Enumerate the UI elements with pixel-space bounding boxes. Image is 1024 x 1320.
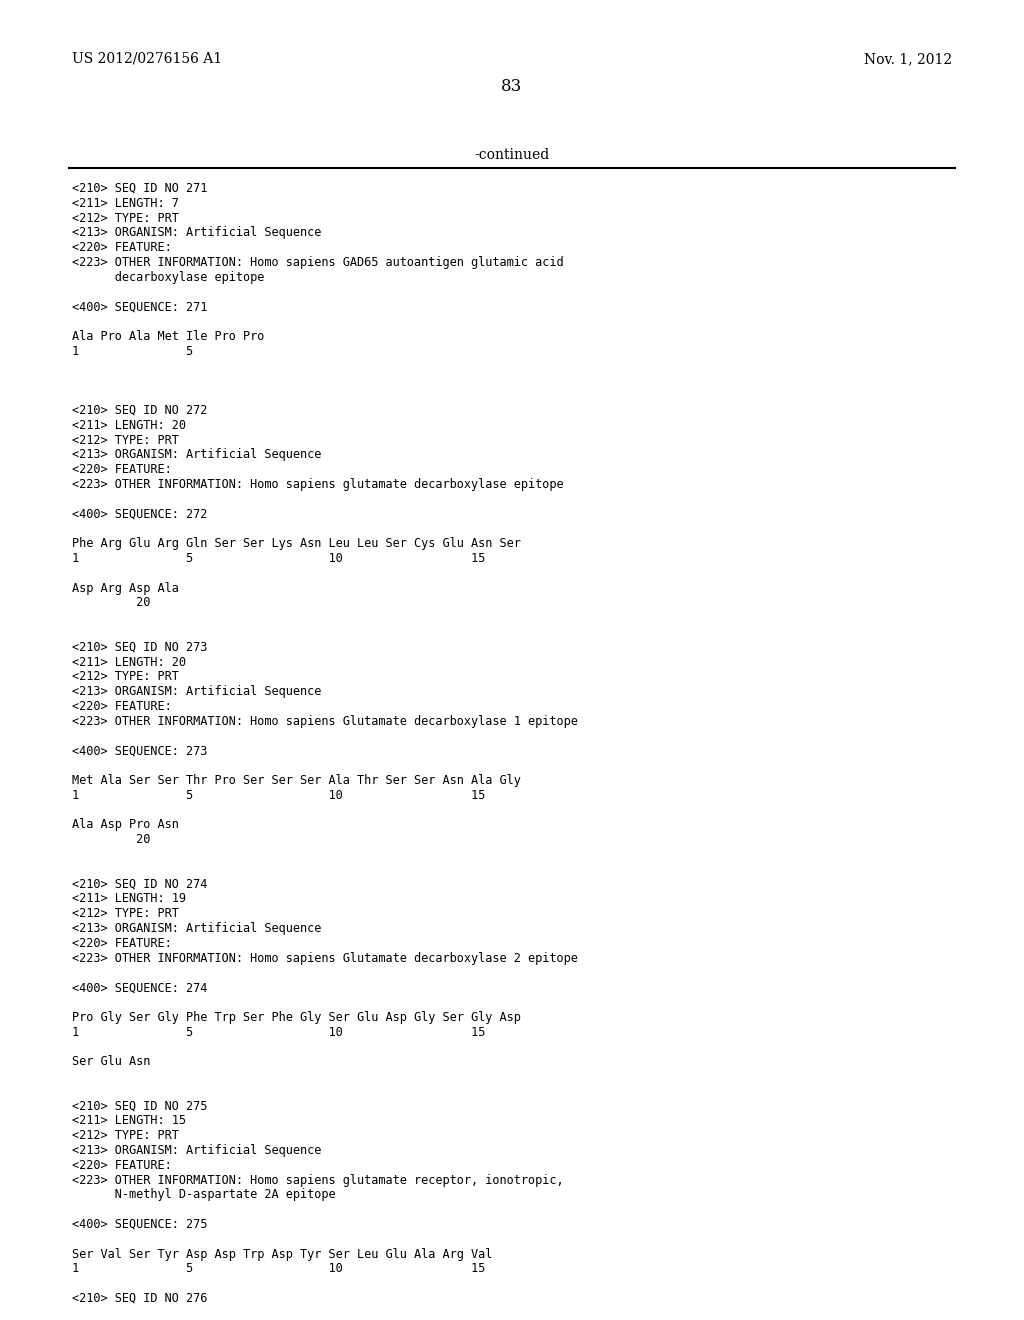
Text: <213> ORGANISM: Artificial Sequence: <213> ORGANISM: Artificial Sequence <box>72 449 322 462</box>
Text: <223> OTHER INFORMATION: Homo sapiens glutamate decarboxylase epitope: <223> OTHER INFORMATION: Homo sapiens gl… <box>72 478 563 491</box>
Text: <212> TYPE: PRT: <212> TYPE: PRT <box>72 1129 179 1142</box>
Text: <211> LENGTH: 19: <211> LENGTH: 19 <box>72 892 186 906</box>
Text: Asp Arg Asp Ala: Asp Arg Asp Ala <box>72 582 179 594</box>
Text: 1               5: 1 5 <box>72 345 194 358</box>
Text: <212> TYPE: PRT: <212> TYPE: PRT <box>72 907 179 920</box>
Text: <211> LENGTH: 7: <211> LENGTH: 7 <box>72 197 179 210</box>
Text: <223> OTHER INFORMATION: Homo sapiens GAD65 autoantigen glutamic acid: <223> OTHER INFORMATION: Homo sapiens GA… <box>72 256 563 269</box>
Text: Nov. 1, 2012: Nov. 1, 2012 <box>864 51 952 66</box>
Text: 20: 20 <box>72 597 151 610</box>
Text: <212> TYPE: PRT: <212> TYPE: PRT <box>72 211 179 224</box>
Text: Ala Asp Pro Asn: Ala Asp Pro Asn <box>72 818 179 832</box>
Text: Ser Val Ser Tyr Asp Asp Trp Asp Tyr Ser Leu Glu Ala Arg Val: Ser Val Ser Tyr Asp Asp Trp Asp Tyr Ser … <box>72 1247 493 1261</box>
Text: <210> SEQ ID NO 274: <210> SEQ ID NO 274 <box>72 878 208 891</box>
Text: <220> FEATURE:: <220> FEATURE: <box>72 463 172 477</box>
Text: <223> OTHER INFORMATION: Homo sapiens Glutamate decarboxylase 1 epitope: <223> OTHER INFORMATION: Homo sapiens Gl… <box>72 715 578 727</box>
Text: <210> SEQ ID NO 276: <210> SEQ ID NO 276 <box>72 1292 208 1305</box>
Text: 1               5                   10                  15: 1 5 10 15 <box>72 1026 485 1039</box>
Text: <400> SEQUENCE: 274: <400> SEQUENCE: 274 <box>72 981 208 994</box>
Text: 1               5                   10                  15: 1 5 10 15 <box>72 552 485 565</box>
Text: <400> SEQUENCE: 273: <400> SEQUENCE: 273 <box>72 744 208 758</box>
Text: 1               5                   10                  15: 1 5 10 15 <box>72 789 485 801</box>
Text: decarboxylase epitope: decarboxylase epitope <box>72 271 264 284</box>
Text: <210> SEQ ID NO 271: <210> SEQ ID NO 271 <box>72 182 208 195</box>
Text: US 2012/0276156 A1: US 2012/0276156 A1 <box>72 51 222 66</box>
Text: <223> OTHER INFORMATION: Homo sapiens Glutamate decarboxylase 2 epitope: <223> OTHER INFORMATION: Homo sapiens Gl… <box>72 952 578 965</box>
Text: -continued: -continued <box>474 148 550 162</box>
Text: <213> ORGANISM: Artificial Sequence: <213> ORGANISM: Artificial Sequence <box>72 685 322 698</box>
Text: <400> SEQUENCE: 271: <400> SEQUENCE: 271 <box>72 301 208 313</box>
Text: 20: 20 <box>72 833 151 846</box>
Text: <400> SEQUENCE: 275: <400> SEQUENCE: 275 <box>72 1218 208 1232</box>
Text: <210> SEQ ID NO 272: <210> SEQ ID NO 272 <box>72 404 208 417</box>
Text: <223> OTHER INFORMATION: Homo sapiens glutamate receptor, ionotropic,: <223> OTHER INFORMATION: Homo sapiens gl… <box>72 1173 563 1187</box>
Text: <210> SEQ ID NO 273: <210> SEQ ID NO 273 <box>72 640 208 653</box>
Text: <220> FEATURE:: <220> FEATURE: <box>72 700 172 713</box>
Text: <220> FEATURE:: <220> FEATURE: <box>72 1159 172 1172</box>
Text: <213> ORGANISM: Artificial Sequence: <213> ORGANISM: Artificial Sequence <box>72 921 322 935</box>
Text: <220> FEATURE:: <220> FEATURE: <box>72 242 172 255</box>
Text: <400> SEQUENCE: 272: <400> SEQUENCE: 272 <box>72 508 208 520</box>
Text: <211> LENGTH: 20: <211> LENGTH: 20 <box>72 418 186 432</box>
Text: <213> ORGANISM: Artificial Sequence: <213> ORGANISM: Artificial Sequence <box>72 1144 322 1158</box>
Text: 1               5                   10                  15: 1 5 10 15 <box>72 1262 485 1275</box>
Text: <212> TYPE: PRT: <212> TYPE: PRT <box>72 433 179 446</box>
Text: Met Ala Ser Ser Thr Pro Ser Ser Ser Ala Thr Ser Ser Asn Ala Gly: Met Ala Ser Ser Thr Pro Ser Ser Ser Ala … <box>72 774 521 787</box>
Text: <210> SEQ ID NO 275: <210> SEQ ID NO 275 <box>72 1100 208 1113</box>
Text: <212> TYPE: PRT: <212> TYPE: PRT <box>72 671 179 684</box>
Text: Ser Glu Asn: Ser Glu Asn <box>72 1055 151 1068</box>
Text: <220> FEATURE:: <220> FEATURE: <box>72 937 172 950</box>
Text: N-methyl D-aspartate 2A epitope: N-methyl D-aspartate 2A epitope <box>72 1188 336 1201</box>
Text: <213> ORGANISM: Artificial Sequence: <213> ORGANISM: Artificial Sequence <box>72 227 322 239</box>
Text: Ala Pro Ala Met Ile Pro Pro: Ala Pro Ala Met Ile Pro Pro <box>72 330 264 343</box>
Text: Pro Gly Ser Gly Phe Trp Ser Phe Gly Ser Glu Asp Gly Ser Gly Asp: Pro Gly Ser Gly Phe Trp Ser Phe Gly Ser … <box>72 1011 521 1024</box>
Text: <211> LENGTH: 15: <211> LENGTH: 15 <box>72 1114 186 1127</box>
Text: Phe Arg Glu Arg Gln Ser Ser Lys Asn Leu Leu Ser Cys Glu Asn Ser: Phe Arg Glu Arg Gln Ser Ser Lys Asn Leu … <box>72 537 521 550</box>
Text: <211> LENGTH: 20: <211> LENGTH: 20 <box>72 656 186 669</box>
Text: 83: 83 <box>502 78 522 95</box>
